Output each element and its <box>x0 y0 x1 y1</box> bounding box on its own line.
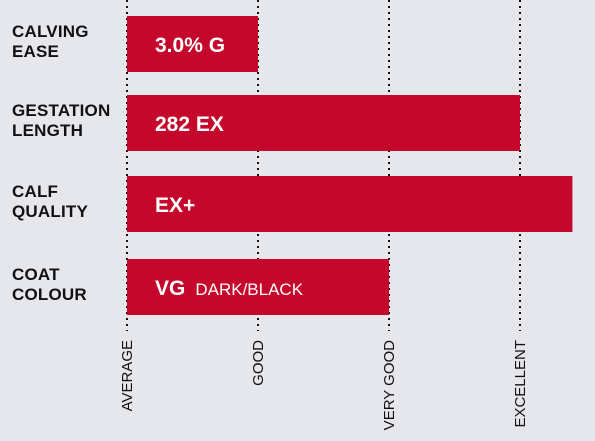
row-label: GESTATION LENGTH <box>12 101 110 140</box>
row-label-line: QUALITY <box>12 202 88 221</box>
row-label-line: COLOUR <box>12 285 87 304</box>
row-label-line: GESTATION <box>12 101 110 120</box>
x-tick-label: AVERAGE <box>119 340 136 411</box>
row-label-line: COAT <box>12 265 60 284</box>
x-tick-label: EXCELLENT <box>512 340 529 428</box>
row-label-line: EASE <box>12 42 59 61</box>
x-tick-label: GOOD <box>250 340 267 386</box>
bar <box>127 259 389 315</box>
bar-value-label: 282 EX <box>155 113 224 136</box>
bar <box>127 16 258 72</box>
bar <box>127 176 573 232</box>
row-label: CALVING EASE <box>12 22 89 61</box>
row-label: CALF QUALITY <box>12 182 88 221</box>
bar-note-label: DARK/BLACK <box>195 280 303 299</box>
bar-value-label: VG <box>155 277 185 300</box>
bar <box>127 95 520 151</box>
bar-value-label: EX+ <box>155 194 195 217</box>
row-label-line: CALVING <box>12 22 89 41</box>
row-label-line: LENGTH <box>12 121 83 140</box>
row-label: COAT COLOUR <box>12 265 87 304</box>
row-label-line: CALF <box>12 182 58 201</box>
x-tick-label: VERY GOOD <box>381 340 398 430</box>
bar-value-label: 3.0% G <box>155 34 225 57</box>
